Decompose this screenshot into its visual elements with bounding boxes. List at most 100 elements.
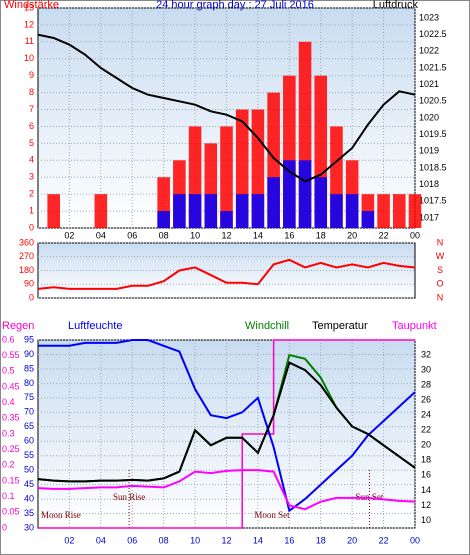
tick-label: O [436, 279, 443, 289]
tick-label: N [437, 237, 444, 247]
tick-label: 1017 [419, 212, 439, 222]
x-tick-label: 02 [64, 535, 74, 545]
tick-label: 360 [19, 237, 34, 247]
tick-label: 1018.5 [419, 162, 447, 172]
tick-label: 30 [421, 364, 431, 374]
tick-label: 0.15 [2, 475, 20, 485]
tick-label: 95 [24, 334, 34, 344]
x-tick-label: 00 [410, 230, 420, 240]
tick-label: 26 [421, 395, 431, 405]
wind-bar [330, 194, 343, 228]
x-tick-label: 20 [347, 230, 357, 240]
tick-label: 55 [24, 450, 34, 460]
legend-label: Windchill [245, 320, 289, 332]
wind-bar [188, 194, 202, 228]
tick-label: 10 [421, 515, 431, 525]
tick-label: 10 [24, 53, 34, 63]
wind-bar [393, 194, 406, 228]
tick-label: 24 [421, 410, 431, 420]
series-line [37, 258, 416, 290]
x-tick-label: 06 [127, 535, 137, 545]
y-axis-title: Windstärke [4, 0, 59, 11]
x-tick-label: 14 [253, 230, 263, 240]
tick-label: 14 [421, 485, 431, 495]
tick-label: 5 [29, 138, 34, 148]
annotation: Sun Rise [113, 492, 145, 502]
legend-label: Luftfeuchte [68, 320, 122, 332]
x-tick-label: 02 [64, 230, 74, 240]
wind-bar [408, 194, 422, 228]
wind-bar [314, 177, 328, 228]
tick-label: 1020 [419, 112, 439, 122]
tick-label: 70 [24, 407, 34, 417]
tick-label: 12 [24, 19, 34, 29]
x-tick-label: 00 [410, 535, 420, 545]
tick-label: 9 [29, 70, 34, 80]
tick-label: 65 [24, 421, 34, 431]
tick-label: 50 [24, 465, 34, 475]
wind-bar [251, 194, 265, 228]
tick-label: 0.1 [2, 491, 15, 501]
tick-label: 75 [24, 392, 34, 402]
tick-label: 1017.5 [419, 196, 447, 206]
tick-label: 0.05 [2, 507, 20, 517]
tick-label: 18 [421, 455, 431, 465]
x-tick-label: 16 [284, 535, 294, 545]
series-line [37, 361, 416, 483]
tick-label: 20 [421, 440, 431, 450]
tick-label: 1021.5 [419, 62, 447, 72]
wind-bar [220, 126, 233, 228]
y2-axis-title: Luftdruck [373, 0, 419, 11]
tick-label: 0 [29, 222, 34, 232]
tick-label: 13 [24, 2, 34, 12]
x-tick-label: 22 [379, 535, 389, 545]
tick-label: 85 [24, 363, 34, 373]
tick-label: 3 [29, 172, 34, 182]
wind-bar [283, 160, 296, 228]
tick-label: 11 [25, 36, 34, 46]
annotation: Sun Set [356, 492, 384, 502]
tick-label: 7 [29, 104, 34, 114]
series-line [38, 339, 416, 513]
tick-label: 4 [29, 155, 34, 165]
tick-label: 0.6 [2, 334, 15, 344]
annotation: Moon Rise [41, 510, 81, 520]
tick-label: 45 [24, 479, 34, 489]
tick-label: 2 [29, 189, 34, 199]
x-tick-label: 06 [127, 230, 137, 240]
legend-label: Regen [2, 320, 34, 332]
tick-label: N [437, 292, 444, 302]
x-tick-label: 08 [159, 230, 169, 240]
x-tick-label: 04 [96, 535, 106, 545]
x-tick-label: 04 [96, 230, 106, 240]
x-tick-label: 22 [379, 230, 389, 240]
tick-label: 1022.5 [419, 29, 447, 39]
tick-label: 0 [2, 522, 7, 532]
tick-label: 1020.5 [419, 96, 447, 106]
wind-bar [157, 211, 170, 228]
tick-label: 32 [421, 349, 431, 359]
wind-bar [204, 194, 218, 228]
series-line [38, 339, 415, 529]
tick-label: 0.35 [2, 413, 20, 423]
wind-bar [345, 194, 359, 228]
tick-label: 1019 [419, 146, 439, 156]
tick-label: 1019.5 [419, 129, 447, 139]
annotation: Moon Set [254, 510, 290, 520]
x-tick-label: 18 [316, 535, 326, 545]
tick-label: S [437, 265, 443, 275]
x-tick-label: 10 [190, 230, 200, 240]
tick-label: 180 [19, 265, 34, 275]
x-tick-label: 12 [221, 230, 231, 240]
tick-label: 16 [421, 470, 431, 480]
tick-label: 1023 [419, 12, 439, 22]
wind-bar [361, 211, 375, 228]
wind-bar [94, 194, 108, 228]
wind-bar [298, 160, 312, 228]
tick-label: 0.25 [2, 444, 20, 454]
series-line [37, 469, 416, 511]
tick-label: 0.5 [2, 366, 15, 376]
tick-label: 0.3 [2, 428, 15, 438]
tick-label: 8 [29, 87, 34, 97]
